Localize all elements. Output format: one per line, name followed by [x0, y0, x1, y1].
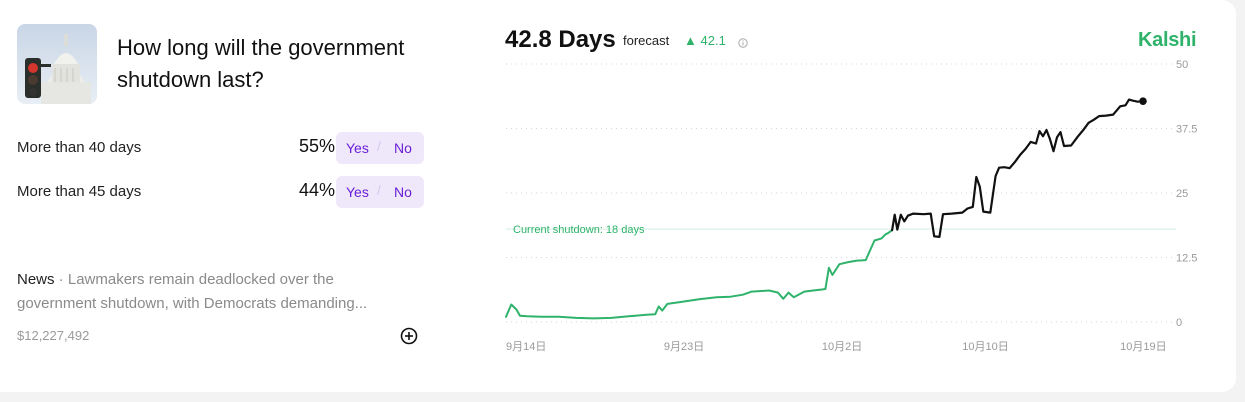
no-button[interactable]: No — [394, 140, 412, 156]
chart-series — [505, 97, 1147, 320]
forecast-change: ▲ 42.1 — [684, 33, 726, 48]
news-snippet[interactable]: News · Lawmakers remain deadlocked over … — [17, 268, 417, 316]
yes-no-buttons: Yes / No — [336, 176, 424, 208]
x-tick-label: 9月23日 — [664, 341, 704, 353]
outcome-probability: 55% — [298, 136, 335, 156]
news-separator: · — [54, 271, 68, 288]
x-tick-label: 10月19日 — [1120, 341, 1166, 353]
outcome-label: More than 45 days — [17, 183, 142, 200]
x-tick-label: 10月2日 — [822, 341, 862, 353]
yes-no-buttons: Yes / No — [336, 132, 424, 164]
y-tick-label: 0 — [1176, 317, 1182, 329]
y-tick-label: 37.5 — [1176, 124, 1197, 136]
yes-button[interactable]: Yes — [346, 140, 369, 156]
latest-point-marker[interactable] — [1139, 97, 1147, 105]
x-tick-label: 10月10日 — [962, 341, 1008, 353]
forecast-label: forecast — [623, 33, 670, 48]
reference-line-label: Current shutdown: 18 days — [513, 224, 645, 236]
x-axis-ticks: 9月14日 9月23日 10月2日 10月10日 10月19日 — [506, 341, 1167, 353]
plus-circle-icon[interactable] — [399, 326, 419, 346]
button-divider: / — [377, 182, 381, 198]
outcome-probability: 44% — [298, 180, 335, 200]
forecast-change-value: 42.1 — [700, 33, 726, 48]
market-card: How long will the government shutdown la… — [0, 0, 1236, 392]
yes-button[interactable]: Yes — [346, 184, 369, 200]
chart-gridlines — [506, 63, 1172, 323]
up-triangle-icon: ▲ — [684, 33, 697, 48]
reference-line-group: Current shutdown: 18 days — [506, 224, 1176, 236]
trading-volume: $12,227,492 — [17, 328, 90, 343]
y-axis-ticks: 50 37.5 25 12.5 0 — [1176, 59, 1197, 329]
button-divider: / — [377, 138, 381, 154]
outcome-row-40-days: More than 40 days 55% Yes / No — [17, 132, 427, 164]
market-thumbnail — [17, 24, 97, 104]
y-tick-label: 50 — [1176, 59, 1188, 71]
outcome-label: More than 40 days — [17, 139, 142, 156]
x-tick-label: 9月14日 — [506, 341, 546, 353]
news-tag: News — [17, 271, 55, 288]
series-line-early — [505, 229, 894, 320]
no-button[interactable]: No — [394, 184, 412, 200]
forecast-value: 42.8 Days — [505, 26, 616, 53]
series-line-recent — [891, 98, 1145, 238]
y-tick-label: 12.5 — [1176, 253, 1197, 265]
y-tick-label: 25 — [1176, 188, 1188, 200]
news-text: Lawmakers remain deadlocked over the gov… — [17, 271, 368, 312]
info-icon[interactable] — [738, 35, 748, 48]
outcome-row-45-days: More than 45 days 44% Yes / No — [17, 176, 427, 208]
market-question-title: How long will the government shutdown la… — [117, 35, 405, 92]
brand-logo[interactable]: Kalshi — [1138, 29, 1197, 51]
